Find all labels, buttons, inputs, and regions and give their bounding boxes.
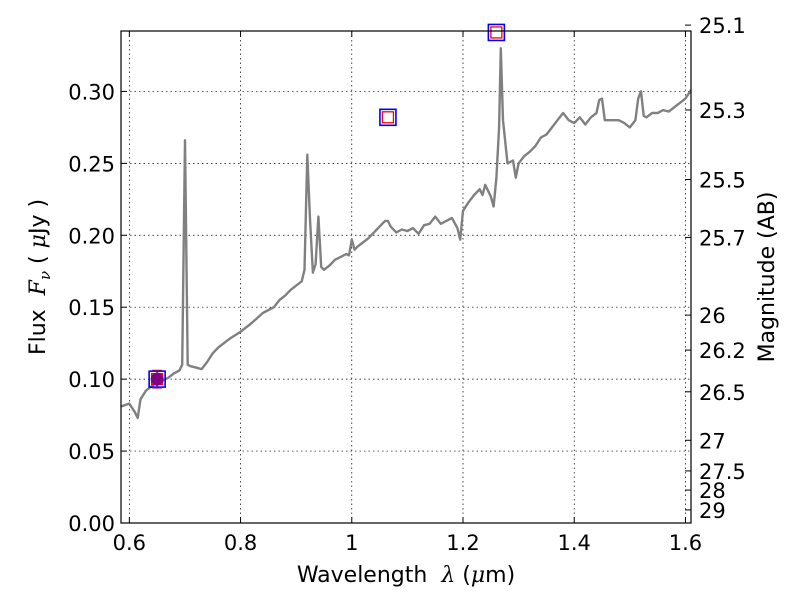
- x-axis-label-unit-open: (: [455, 563, 471, 588]
- x-tick-label: 1.6: [669, 531, 702, 555]
- y-axis-label-unit-close: Jy ): [26, 199, 51, 236]
- photometry-marker-blue: [379, 108, 397, 127]
- y2-tick-label: 26.5: [699, 381, 746, 405]
- x-axis-label-unit-mu: μ: [471, 563, 485, 588]
- grid-lines: [121, 31, 691, 524]
- y-tick-label: 0.25: [68, 152, 115, 176]
- y-axis-label-symbol: F: [26, 279, 51, 296]
- y2-tick-label: 28: [699, 479, 726, 503]
- photometry-marker-blue: [487, 23, 506, 42]
- tick-labels: 0.6 0.8 1 1.2 1.4 1.6 0.00 0.05 0.10 0.15 0.20 0.25…: [68, 14, 746, 555]
- x-axis-label-unit-close: m): [485, 563, 515, 588]
- photometry-marker-red: [490, 26, 503, 39]
- photometry-marker-red: [381, 111, 395, 124]
- y2-tick-label: 25.7: [699, 226, 746, 250]
- y2-tick-label: 27: [699, 429, 726, 453]
- x-axis-label-space: [427, 563, 441, 588]
- x-tick-label: 0.6: [113, 531, 146, 555]
- y2-axis-label: Magnitude (AB): [755, 192, 780, 363]
- y-axis-label-unit-mu: μ: [26, 234, 51, 248]
- x-tick-label: 1.4: [558, 531, 591, 555]
- plot-area: [121, 23, 691, 420]
- y-axis-label: Flux Fν ( μJy ): [26, 199, 54, 355]
- x-tick-label: 0.8: [224, 531, 257, 555]
- y-axis-label-space: [26, 295, 51, 309]
- y-tick-label: 0.30: [68, 80, 115, 104]
- y2-tick-label: 25.5: [699, 168, 746, 192]
- x-tick-label: 1: [345, 531, 358, 555]
- y-axis-label-unit-open: (: [26, 248, 51, 271]
- x-axis-label-symbol: λ: [440, 563, 455, 588]
- y2-tick-label: 26: [699, 304, 726, 328]
- x-axis-label: Wavelength λ (μm): [297, 563, 515, 588]
- measured-point: [150, 372, 164, 386]
- y-tick-label: 0.00: [68, 512, 115, 536]
- y2-tick-label: 27.5: [699, 460, 746, 484]
- y-tick-label: 0.20: [68, 224, 115, 248]
- y-tick-label: 0.05: [68, 440, 115, 464]
- y-tick-label: 0.10: [68, 368, 115, 392]
- spectrum-line: [121, 47, 691, 420]
- plot-frame: [120, 30, 692, 524]
- axis-ticks: [121, 24, 691, 524]
- y-axis-label-subscript: ν: [36, 271, 54, 280]
- y-tick-label: 0.15: [68, 296, 115, 320]
- x-axis-label-text: Wavelength: [297, 563, 428, 588]
- y2-tick-label: 25.1: [699, 14, 746, 38]
- x-tick-label: 1.2: [446, 531, 479, 555]
- y-axis-label-text: Flux: [26, 309, 51, 355]
- y2-tick-label: 25.3: [699, 99, 746, 123]
- y2-tick-label: 29: [699, 499, 726, 523]
- y2-tick-label: 26.2: [699, 339, 746, 363]
